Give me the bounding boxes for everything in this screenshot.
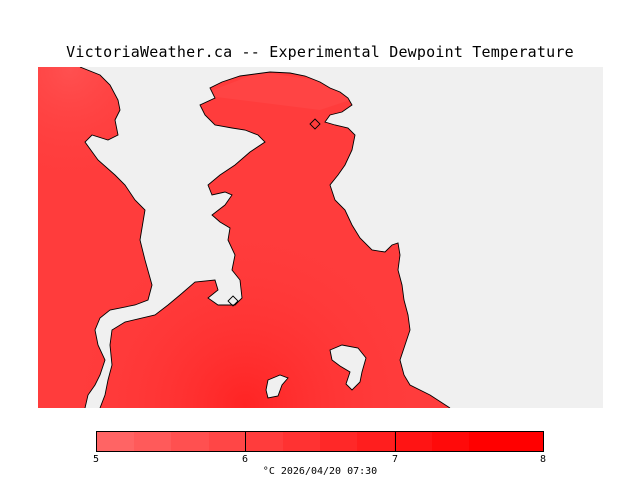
station-marker — [227, 295, 239, 307]
dewpoint-map — [38, 67, 603, 408]
scale-segment — [171, 432, 209, 451]
station-marker — [309, 118, 321, 130]
scale-segment — [282, 432, 321, 451]
scale-segment — [97, 432, 135, 451]
scale-divider — [395, 431, 396, 452]
coastline — [79, 67, 451, 408]
scale-tick-label: 6 — [241, 454, 249, 465]
lake — [265, 374, 289, 399]
scale-segment — [357, 432, 395, 451]
map-title: VictoriaWeather.ca -- Experimental Dewpo… — [66, 43, 574, 61]
color-scale-bar — [96, 431, 544, 452]
scale-segment — [208, 432, 246, 451]
scale-tick-label: 7 — [391, 454, 399, 465]
scale-divider — [245, 431, 246, 452]
scale-segment — [134, 432, 172, 451]
scale-tick-label: 5 — [92, 454, 100, 465]
scale-segment — [431, 432, 469, 451]
scale-segment — [505, 432, 544, 451]
scale-tick-label: 8 — [539, 454, 547, 465]
lake — [329, 344, 367, 391]
scale-caption: °C 2026/04/20 07:30 — [262, 466, 378, 477]
scale-segment — [394, 432, 432, 451]
scale-segment — [468, 432, 506, 451]
scale-segment — [320, 432, 358, 451]
scale-segment — [245, 432, 283, 451]
